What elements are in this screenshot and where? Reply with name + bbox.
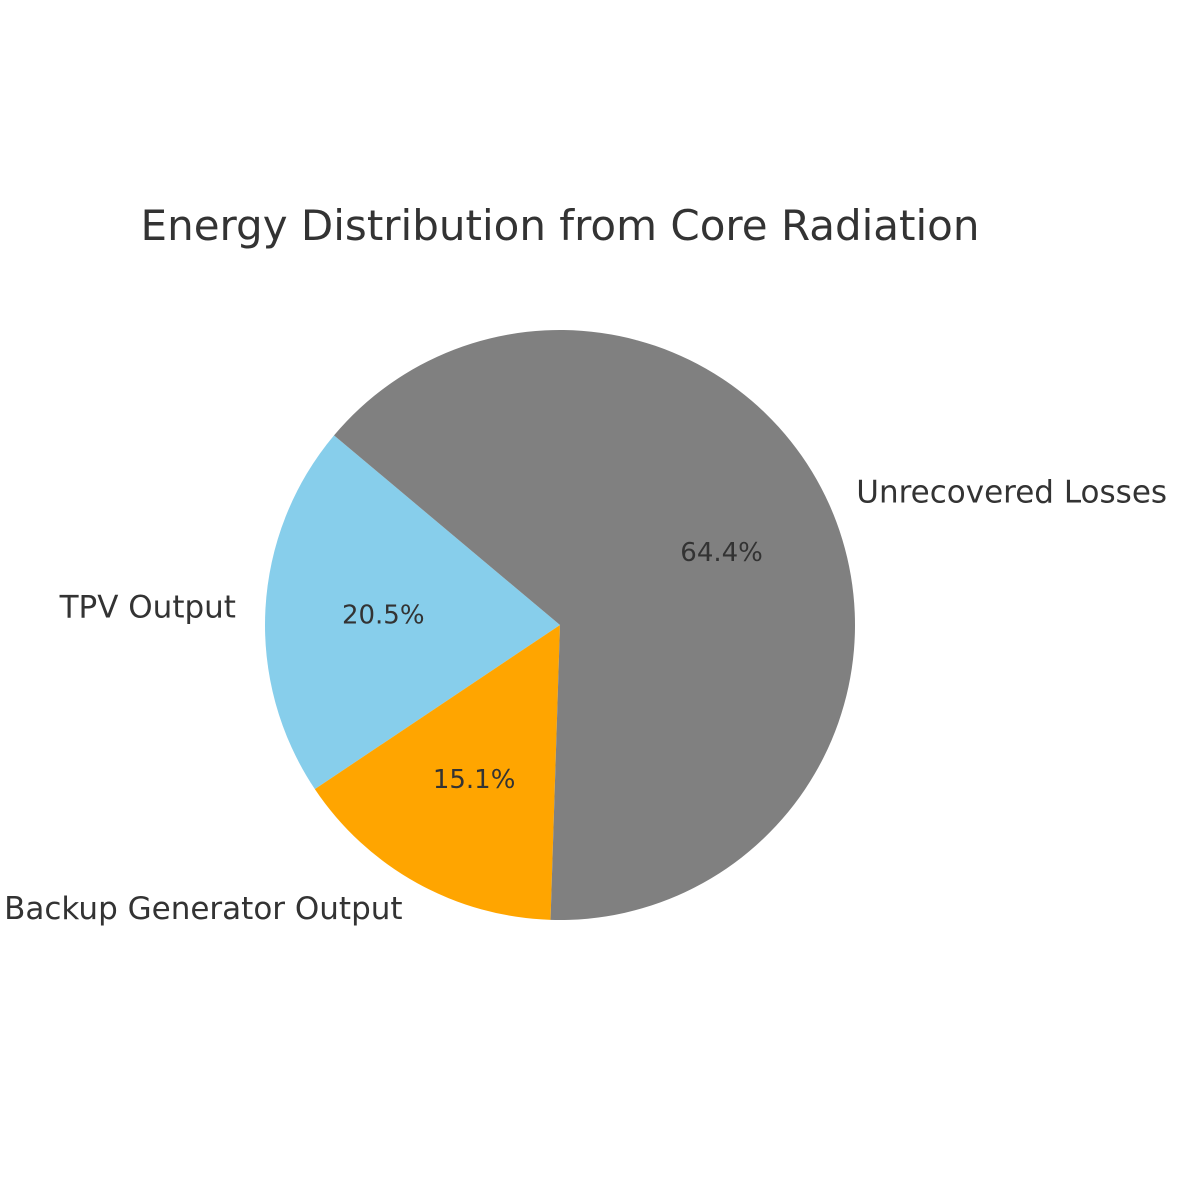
pct-label-unrecovered-losses: 64.4% [680, 538, 763, 568]
pie-labels: 20.5% TPV Output 15.1% Backup Generator Out… [4, 475, 1167, 927]
pct-label-tpv-output: 20.5% [342, 600, 425, 630]
pie-slice-backup-generator-output [314, 625, 560, 920]
chart-title: Energy Distribution from Core Radiation [141, 201, 980, 250]
slice-label-tpv-output: TPV Output [59, 589, 236, 625]
pct-label-backup-generator-output: 15.1% [433, 765, 516, 795]
pie-slice-tpv-output [265, 435, 560, 790]
pie-slice-unrecovered-losses [334, 329, 856, 920]
pie-slices [265, 329, 856, 920]
slice-label-unrecovered-losses: Unrecovered Losses [856, 475, 1167, 511]
slice-label-backup-generator-output: Backup Generator Output [4, 891, 402, 927]
